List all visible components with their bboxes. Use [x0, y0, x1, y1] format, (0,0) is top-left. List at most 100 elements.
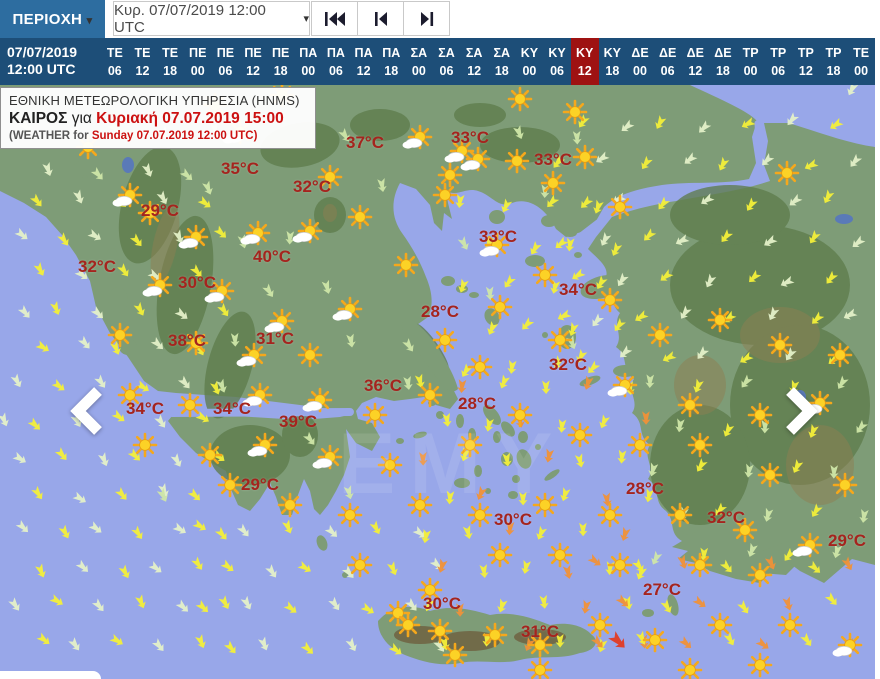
wind-arrow-icon	[749, 269, 762, 283]
timestep-ΔΕ-06[interactable]: ΔΕ 06	[654, 38, 682, 85]
wind-arrow-icon	[135, 380, 149, 392]
wind-arrow-icon	[129, 233, 142, 247]
timestep-hour: 12	[577, 63, 592, 78]
timestep-day: ΚΥ	[603, 45, 622, 60]
sun-icon	[547, 542, 573, 568]
wind-arrow-icon	[660, 599, 672, 613]
wind-arrow-icon	[455, 194, 465, 208]
timestep-ΠΑ-18[interactable]: ΠΑ 18	[377, 38, 405, 85]
timestep-hour: 18	[384, 63, 399, 78]
timestep-ΣΑ-12[interactable]: ΣΑ 12	[460, 38, 488, 85]
timestep-ΔΕ-00[interactable]: ΔΕ 00	[626, 38, 654, 85]
wind-arrow-icon	[715, 502, 727, 516]
wind-arrow-icon	[764, 234, 778, 247]
sun-with-cloud-icon	[178, 224, 209, 250]
wind-arrow-icon	[826, 270, 839, 284]
wind-arrow-icon	[191, 556, 203, 570]
wind-arrow-icon	[850, 153, 863, 167]
wind-arrow-icon	[828, 352, 842, 364]
timestep-ΠΑ-06[interactable]: ΠΑ 06	[322, 38, 350, 85]
skip-to-first-button[interactable]	[311, 1, 358, 36]
timestep-ΤΕ-18[interactable]: ΤΕ 18	[156, 38, 184, 85]
wind-arrow-icon	[461, 363, 473, 377]
sun-icon	[442, 642, 468, 668]
sun-icon	[832, 472, 858, 498]
current-date: 07/07/2019	[7, 44, 78, 60]
wind-arrow-icon	[741, 374, 753, 388]
wind-arrow-icon	[49, 594, 63, 606]
sun-with-cloud-icon	[607, 372, 638, 398]
next-region-button[interactable]	[778, 385, 822, 437]
timestep-day: ΤΡ	[770, 45, 787, 60]
timestep-ΠΕ-18[interactable]: ΠΕ 18	[267, 38, 295, 85]
timestep-ΤΡ-06[interactable]: ΤΡ 06	[764, 38, 792, 85]
weather-map[interactable]: ΕΜΥ 37°C35°C32°C33°C33°C29°C40°C32°C30°C…	[0, 85, 875, 679]
wind-arrow-icon	[175, 599, 189, 612]
region-dropdown-label: ΠΕΡΙΟΧΗ	[12, 10, 83, 28]
timestep-hour: 18	[163, 63, 178, 78]
previous-region-button[interactable]	[66, 385, 110, 437]
timestep-ΤΕ-12[interactable]: ΤΕ 12	[129, 38, 157, 85]
timestep-ΚΥ-00[interactable]: ΚΥ 00	[516, 38, 544, 85]
timestep-day: ΤΕ	[106, 45, 123, 60]
sun-icon	[347, 552, 373, 578]
timestep-ΠΕ-12[interactable]: ΠΕ 12	[239, 38, 267, 85]
wind-arrow-icon	[285, 230, 295, 245]
wind-arrow-icon	[576, 348, 588, 363]
timestep-ΤΡ-00[interactable]: ΤΡ 00	[737, 38, 765, 85]
wind-arrow-icon	[12, 451, 26, 464]
timestep-ΚΥ-12[interactable]: ΚΥ 12	[570, 38, 599, 85]
wind-arrow-icon	[521, 559, 531, 574]
timestep-ΤΡ-18[interactable]: ΤΡ 18	[820, 38, 848, 85]
step-back-icon	[374, 11, 387, 26]
sun-icon	[777, 612, 803, 638]
wind-arrow-icon	[755, 637, 769, 649]
timestep-ΔΕ-18[interactable]: ΔΕ 18	[709, 38, 737, 85]
timestep-hour: 12	[798, 63, 813, 78]
timestep-day: ΤΡ	[825, 45, 842, 60]
timestep-hour: 00	[190, 63, 205, 78]
timestep-ΤΡ-12[interactable]: ΤΡ 12	[792, 38, 820, 85]
timestep-ΤΕ-00[interactable]: ΤΕ 00	[847, 38, 875, 85]
timestep-day: ΤΕ	[134, 45, 151, 60]
wind-arrow-icon	[502, 452, 512, 467]
timestep-bar: 07/07/2019 12:00 UTC ΤΕ 06 ΤΕ 12 ΤΕ 18 ΠΕ 00 ΠΕ 0…	[0, 38, 875, 85]
timestep-ΣΑ-06[interactable]: ΣΑ 06	[433, 38, 461, 85]
datetime-dropdown[interactable]: Κυρ. 07/07/2019 12:00 UTC ▾	[113, 1, 310, 36]
map-base	[0, 85, 875, 679]
wind-arrow-icon	[170, 453, 182, 467]
wind-arrow-icon	[262, 283, 274, 297]
timestep-ΠΑ-00[interactable]: ΠΑ 00	[294, 38, 322, 85]
timestep-ΤΕ-06[interactable]: ΤΕ 06	[101, 38, 129, 85]
temperature-label: 29°C	[241, 475, 279, 494]
timestep-ΚΥ-18[interactable]: ΚΥ 18	[599, 38, 627, 85]
timestep-hour: 06	[218, 63, 233, 78]
wind-arrow-icon	[522, 317, 535, 330]
timestep-ΣΑ-18[interactable]: ΣΑ 18	[488, 38, 516, 85]
wind-arrow-icon	[341, 565, 354, 579]
timestep-ΠΑ-12[interactable]: ΠΑ 12	[350, 38, 378, 85]
region-dropdown-button[interactable]: ΠΕΡΙΟΧΗ ▾	[0, 0, 105, 38]
wind-arrow-icon	[131, 525, 143, 540]
wind-arrow-icon	[54, 447, 67, 460]
wind-arrow-icon	[553, 355, 565, 370]
timestep-ΠΕ-06[interactable]: ΠΕ 06	[212, 38, 240, 85]
timestep-hour: 06	[328, 63, 343, 78]
wind-arrow-icon	[830, 117, 844, 130]
timestep-ΔΕ-12[interactable]: ΔΕ 12	[681, 38, 709, 85]
sun-icon	[217, 472, 243, 498]
timestep-hour: 06	[550, 63, 565, 78]
wind-arrow-icon	[369, 520, 381, 535]
wind-arrow-icon	[721, 229, 734, 243]
timestep-day: ΔΕ	[714, 45, 732, 60]
forecast-info-box: ΕΘΝΙΚΗ ΜΕΤΕΩΡΟΛΟΓΙΚΗ ΥΠΗΡΕΣΙΑ (HNMS) ΚΑΙ…	[0, 87, 316, 149]
wind-arrow-icon	[719, 559, 732, 573]
timestep-ΠΕ-00[interactable]: ΠΕ 00	[184, 38, 212, 85]
wind-arrow-icon	[568, 322, 579, 337]
step-back-button[interactable]	[357, 1, 404, 36]
sun-icon	[432, 327, 458, 353]
timestep-ΣΑ-00[interactable]: ΣΑ 00	[405, 38, 433, 85]
step-forward-button[interactable]	[403, 1, 450, 36]
timestep-ΚΥ-06[interactable]: ΚΥ 06	[543, 38, 571, 85]
timestep-day: ΔΕ	[658, 45, 677, 60]
